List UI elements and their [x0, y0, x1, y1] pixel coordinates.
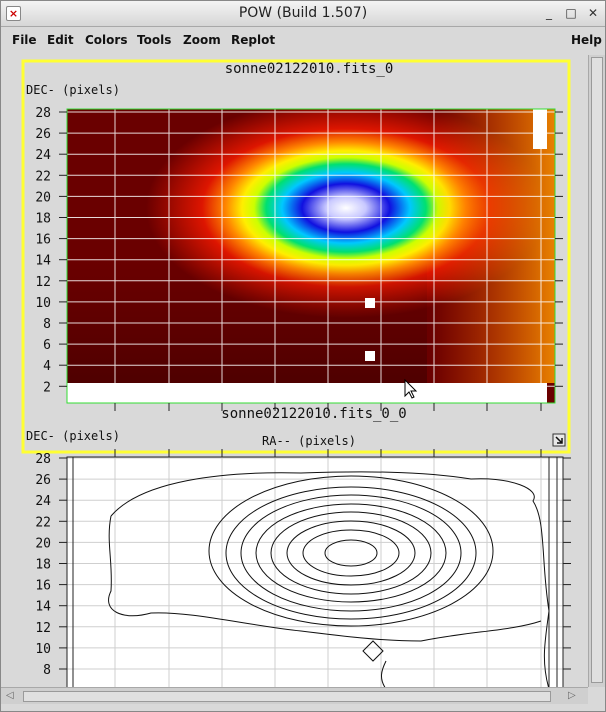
plot-canvas[interactable]: sonne02122010.fits_0 DEC- (pixels) 28 26 2…: [1, 55, 588, 687]
menu-tools[interactable]: Tools: [137, 33, 172, 47]
graph2-y-tick-label: 8: [43, 663, 51, 678]
heatmap-image[interactable]: [67, 109, 555, 403]
horizontal-scrollbar[interactable]: ◁ ▷: [1, 687, 588, 704]
menu-colors[interactable]: Colors: [85, 33, 128, 47]
graph2-y-tick-label: 14: [35, 600, 51, 615]
graph1-y-tick-labels: 28 26 24 22 20 18 16 14 12 10 8 6 4 2: [35, 106, 51, 395]
graph1-title: sonne02122010.fits_0: [225, 61, 394, 77]
graph2-y-tick-label: 16: [35, 579, 51, 594]
menu-edit[interactable]: Edit: [47, 33, 74, 47]
graph1-y-tick-label: 6: [43, 338, 51, 353]
horizontal-scroll-thumb[interactable]: [23, 691, 551, 702]
maximize-button[interactable]: □: [565, 6, 577, 20]
graph1-y-tick-label: 4: [43, 359, 51, 374]
vertical-scrollbar[interactable]: [588, 55, 605, 687]
minimize-button[interactable]: _: [546, 6, 552, 20]
graph1-xlabel: RA-- (pixels): [262, 434, 356, 448]
app-close-icon[interactable]: ×: [6, 6, 21, 21]
menu-file[interactable]: File: [12, 33, 37, 47]
graph2-y-tick-label: 20: [35, 536, 51, 551]
graph1-y-tick-label: 14: [35, 254, 51, 269]
menu-zoom[interactable]: Zoom: [183, 33, 221, 47]
graph1-y-tick-label: 26: [35, 127, 51, 142]
graph1-y-tick-label: 18: [35, 212, 51, 227]
graph2-y-tick-labels: 28 26 24 22 20 18 16 14 12 10 8: [35, 452, 51, 678]
menu-bar: File Edit Colors Tools Zoom Replot Help: [1, 28, 605, 54]
graph1-y-tick-label: 12: [35, 275, 51, 290]
graph2-y-tick-label: 10: [35, 642, 51, 657]
graph1-ticks: [59, 111, 563, 411]
graph1-y-tick-label: 28: [35, 106, 51, 121]
mouse-pointer-icon: [404, 378, 418, 399]
graph2-y-tick-label: 12: [35, 621, 51, 636]
graph1-y-tick-label: 20: [35, 190, 51, 205]
selected-graph-highlight: [21, 59, 571, 454]
graph2-y-tick-label: 24: [35, 494, 51, 509]
graph1-frame: [66, 108, 556, 404]
window-title: POW (Build 1.507): [238, 5, 368, 21]
resize-corner-icon[interactable]: [552, 433, 566, 447]
graph1-ylabel: DEC- (pixels): [26, 83, 120, 97]
title-bar[interactable]: × POW (Build 1.507) _ □ ✕: [1, 1, 605, 27]
close-button[interactable]: ✕: [587, 6, 599, 20]
graph1-y-tick-label: 2: [43, 380, 51, 395]
graph2-y-tick-label: 22: [35, 515, 51, 530]
graph2-title: sonne02122010.fits_0_0: [221, 406, 406, 422]
menu-replot[interactable]: Replot: [231, 33, 276, 47]
vertical-scroll-thumb[interactable]: [591, 57, 603, 683]
graph1-y-tick-label: 16: [35, 233, 51, 248]
graph1-y-tick-label: 10: [35, 296, 51, 311]
graph1-grid: [67, 109, 555, 403]
graph1-y-tick-label: 22: [35, 169, 51, 184]
arrow-left-icon[interactable]: ◁: [6, 690, 14, 701]
graph2-ylabel: DEC- (pixels): [26, 429, 120, 443]
graph1-y-tick-label: 8: [43, 317, 51, 332]
graph2-y-tick-label: 18: [35, 558, 51, 573]
graph1-y-tick-label: 24: [35, 148, 51, 163]
graph2-ticks: [59, 449, 571, 670]
graph2-y-tick-label: 26: [35, 473, 51, 488]
arrow-right-icon[interactable]: ▷: [568, 690, 576, 701]
menu-help[interactable]: Help: [571, 33, 602, 47]
contour-plot[interactable]: [66, 456, 564, 687]
graph2-y-tick-label: 28: [35, 452, 51, 467]
